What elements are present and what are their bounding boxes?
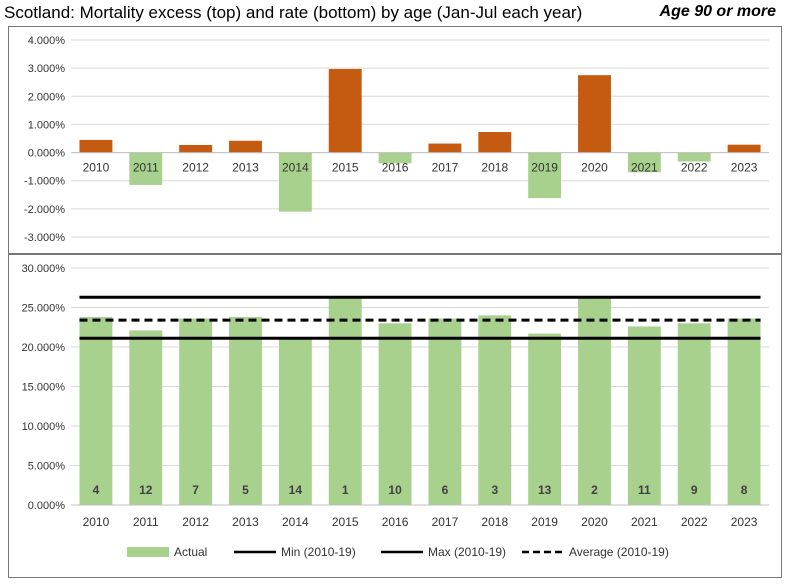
rate-bar <box>278 338 312 505</box>
rank-label: 11 <box>638 483 651 497</box>
rate-bar <box>428 318 462 505</box>
excess-bar <box>428 143 462 153</box>
legend-swatch <box>127 547 169 557</box>
y-tick-label: 10.000% <box>22 421 66 433</box>
x-tick-label: 2021 <box>631 515 658 529</box>
x-tick-label: 2022 <box>681 161 708 175</box>
excess-bar <box>627 152 661 173</box>
legend-label: Actual <box>174 545 207 559</box>
y-tick-label: 30.000% <box>22 263 66 275</box>
rank-label: 12 <box>139 483 153 497</box>
rate-bar <box>378 323 412 505</box>
y-tick-label: -1.000% <box>24 176 65 188</box>
rate-bar <box>528 333 562 505</box>
rate-chart: 30.000%25.000%20.000%15.000%10.000%5.000… <box>22 263 769 559</box>
x-tick-label: 2018 <box>481 161 508 175</box>
rank-label: 2 <box>591 483 598 497</box>
excess-bar <box>229 140 262 153</box>
legend-label: Min (2010-19) <box>281 545 356 559</box>
x-tick-label: 2019 <box>531 515 558 529</box>
x-tick-label: 2013 <box>232 161 259 175</box>
y-tick-label: 4.000% <box>28 35 66 47</box>
rate-bar <box>578 298 611 505</box>
x-tick-label: 2011 <box>133 515 159 529</box>
excess-chart-panel: 4.000% 3.000% 2.000% 1.000% 0.000% -1.000% -2.… <box>8 26 782 254</box>
rank-label: 5 <box>242 483 249 497</box>
y-tick-label: -2.000% <box>24 204 65 216</box>
rank-label: 8 <box>741 483 748 497</box>
x-tick-label: 2019 <box>531 161 558 175</box>
excess-bar <box>478 132 512 153</box>
y-tick-label: 15.000% <box>22 382 66 394</box>
rate-bar <box>627 326 661 505</box>
x-tick-label: 2020 <box>581 515 608 529</box>
rank-label: 4 <box>93 483 100 497</box>
rate-bar <box>727 318 761 505</box>
x-tick-label: 2011 <box>133 161 159 175</box>
age-group-label: Age 90 or more <box>659 3 776 20</box>
excess-bar <box>79 139 113 153</box>
x-tick-label: 2018 <box>481 515 508 529</box>
x-tick-label: 2023 <box>731 515 758 529</box>
rank-label: 7 <box>192 483 199 497</box>
y-tick-label: 3.000% <box>28 63 66 75</box>
excess-bar <box>378 152 412 164</box>
rank-label: 1 <box>342 483 349 497</box>
x-tick-label: 2014 <box>282 161 309 175</box>
excess-bar <box>129 152 163 185</box>
excess-chart: 4.000% 3.000% 2.000% 1.000% 0.000% -1.000% -2.… <box>24 35 769 244</box>
y-tick-label: 5.000% <box>28 461 66 473</box>
rate-chart-panel: 30.000% 25.000% 20.000% 15.000% 10.000% 5.000… <box>8 254 782 578</box>
x-tick-label: 2022 <box>681 515 708 529</box>
rate-bar <box>129 330 163 505</box>
x-tick-label: 2010 <box>83 515 110 529</box>
x-tick-label: 2015 <box>332 161 359 175</box>
excess-bar <box>328 68 362 153</box>
x-tick-label: 2012 <box>182 161 209 175</box>
y-tick-label: 2.000% <box>28 91 66 103</box>
x-tick-label: 2017 <box>432 515 459 529</box>
x-tick-label: 2016 <box>382 515 409 529</box>
x-tick-label: 2017 <box>432 161 459 175</box>
rank-label: 14 <box>289 483 303 497</box>
rate-bar <box>478 315 512 505</box>
excess-bar <box>578 75 611 153</box>
x-tick-label: 2023 <box>731 161 758 175</box>
x-tick-label: 2021 <box>631 161 658 175</box>
excess-bar <box>727 144 761 153</box>
x-tick-label: 2016 <box>382 161 409 175</box>
rate-bar <box>79 316 113 505</box>
excess-bar <box>677 152 711 162</box>
x-tick-label: 2014 <box>282 515 309 529</box>
excess-bar <box>528 152 562 199</box>
rate-bar <box>677 323 711 505</box>
rank-label: 10 <box>388 483 402 497</box>
excess-bar <box>278 152 312 212</box>
y-tick-label: 1.000% <box>28 119 66 131</box>
y-tick-label: 0.000% <box>28 148 66 160</box>
rate-bar <box>229 316 262 505</box>
x-tick-label: 2010 <box>83 161 110 175</box>
x-tick-label: 2012 <box>182 515 209 529</box>
y-tick-label: 25.000% <box>22 303 66 315</box>
y-tick-label: 20.000% <box>22 342 66 354</box>
excess-bar <box>179 144 213 153</box>
y-tick-label: 0.000% <box>28 500 66 512</box>
rank-label: 6 <box>442 483 449 497</box>
rank-label: 9 <box>691 483 698 497</box>
rank-label: 3 <box>491 483 498 497</box>
legend-label: Max (2010-19) <box>428 545 506 559</box>
chart-header: Scotland: Mortality excess (top) and rat… <box>0 0 790 26</box>
x-tick-label: 2020 <box>581 161 608 175</box>
rate-bar <box>328 297 362 505</box>
y-tick-label: -3.000% <box>24 232 65 244</box>
rank-label: 13 <box>538 483 552 497</box>
rate-bar <box>179 318 213 505</box>
x-tick-label: 2013 <box>232 515 259 529</box>
x-tick-label: 2015 <box>332 515 359 529</box>
legend-label: Average (2010-19) <box>569 545 669 559</box>
chart-title: Scotland: Mortality excess (top) and rat… <box>4 3 583 22</box>
